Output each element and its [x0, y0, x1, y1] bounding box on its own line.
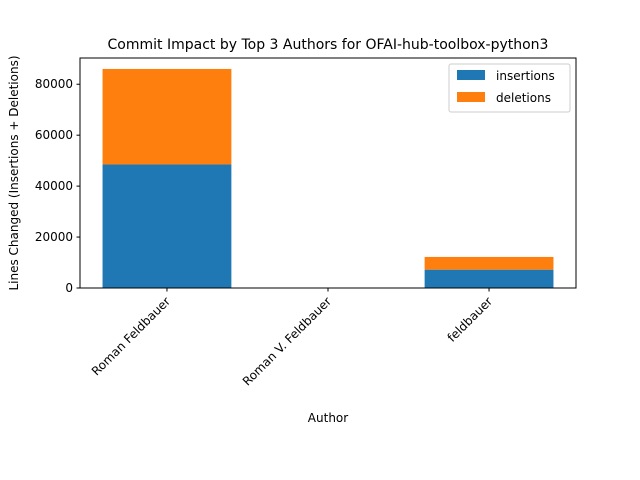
bar-deletions-0 — [102, 68, 232, 165]
y-tick-label: 20000 — [35, 230, 73, 244]
x-axis: Roman Feldbauer Roman V. Feldbauer feldbau… — [89, 288, 495, 389]
bar-deletions-2 — [424, 256, 554, 270]
bars-group — [102, 68, 554, 288]
chart-title: Commit Impact by Top 3 Authors for OFAI-… — [108, 37, 549, 53]
legend-swatch-deletions — [457, 92, 485, 102]
legend: insertions deletions — [448, 63, 571, 113]
y-tick-label: 60000 — [35, 128, 73, 142]
x-tick-label: Roman Feldbauer — [89, 294, 173, 378]
x-tick-label: Roman V. Feldbauer — [240, 294, 334, 388]
y-tick-label: 80000 — [35, 77, 73, 91]
x-axis-label: Author — [308, 411, 348, 425]
x-tick-label: feldbauer — [445, 294, 496, 345]
y-axis: 0 20000 40000 60000 80000 — [35, 77, 80, 295]
legend-swatch-insertions — [457, 70, 485, 80]
bar-insertions-0 — [102, 164, 232, 288]
bar-insertions-2 — [424, 269, 554, 288]
y-tick-label: 40000 — [35, 179, 73, 193]
y-axis-label: Lines Changed (Insertions + Deletions) — [7, 55, 21, 290]
y-tick-label: 0 — [65, 281, 73, 295]
legend-label-insertions: insertions — [496, 69, 555, 83]
legend-label-deletions: deletions — [496, 91, 551, 105]
